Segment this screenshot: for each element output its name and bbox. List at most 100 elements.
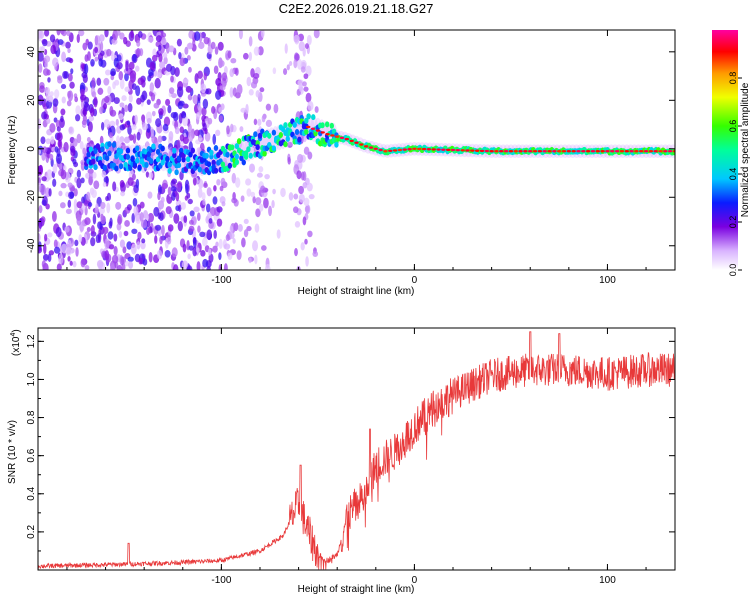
spectrogram-noise-cell (159, 235, 163, 245)
spectrogram-noise-cell (182, 243, 187, 253)
spectrogram-noise-cell (237, 224, 243, 232)
spectrogram-noise-cell (211, 106, 216, 114)
spectrogram-noise-cell (151, 110, 156, 117)
colorbar-tick-label: 0.6 (728, 120, 738, 133)
spectrogram-noise-cell (231, 172, 237, 184)
spectrogram-noise-cell (39, 46, 43, 53)
spectrogram-noise-cell (161, 135, 167, 142)
spectrogram-y-label: Frequency (Hz) (7, 116, 18, 185)
spectrogram-noise-cell (201, 107, 207, 117)
spectrogram-noise-cell (69, 260, 73, 266)
spectrogram-noise-cell (178, 52, 182, 60)
spectrogram-noise-cell (134, 114, 138, 124)
spectrogram-ridge-cell (246, 146, 251, 153)
spectrogram-noise-cell (300, 242, 305, 251)
spectrogram-noise-cell (283, 68, 288, 76)
spectrogram-noise-cell (161, 36, 167, 44)
spectrogram-noise-cell (80, 258, 86, 268)
spectrogram-noise-cell (38, 246, 43, 254)
spectrogram-noise-cell (80, 161, 86, 171)
spectrogram-noise-cell (101, 170, 107, 178)
spectrogram-noise-cell (98, 207, 105, 215)
spectrogram-noise-cell (223, 65, 228, 75)
spectrogram-peak-cell (344, 137, 350, 141)
spectrogram-ridge-cell (107, 150, 112, 157)
spectrogram-noise-cell (60, 202, 66, 209)
spectrogram-noise-cell (236, 83, 243, 95)
spectrogram-noise-cell (246, 225, 252, 232)
spectrogram-peak-cell (310, 127, 316, 130)
spectrogram-noise-cell (179, 171, 184, 181)
spectrogram-peak-cell (455, 148, 461, 152)
snr-series-line (38, 331, 675, 570)
snr-xtick-label: -100 (211, 575, 231, 586)
spectrogram-noise-cell (235, 177, 241, 188)
spectrogram-noise-cell (47, 95, 54, 103)
spectrogram-noise-cell (221, 72, 228, 81)
spectrogram-noise-cell (52, 163, 58, 174)
spectrogram-ridge-cell (334, 141, 339, 148)
spectrogram-noise-cell (131, 83, 137, 90)
spectrogram-noise-cell (198, 134, 202, 142)
spectrogram-panel: -100 0 100 -40 -20 0 20 40 Height of straight … (7, 29, 676, 297)
spectrogram-noise-cell (45, 138, 51, 145)
spectrogram-noise-cell (87, 201, 93, 208)
snr-ytick-label: 1.0 (26, 372, 37, 386)
spectrogram-peak-cell (445, 148, 451, 152)
spectrogram-noise-cell (171, 92, 177, 99)
spectrogram-noise-cell (40, 136, 46, 145)
spectrogram-ridge-cell (86, 151, 91, 158)
spectrogram-noise-cell (53, 246, 61, 254)
spectrogram-noise-cell (215, 129, 221, 137)
spectrogram-ridge-cell (190, 147, 196, 154)
spectrogram-noise-cell (229, 68, 235, 78)
spectrogram-noise-cell (112, 30, 118, 41)
spectrogram-noise-cell (75, 105, 81, 116)
spectrogram-noise-cell (151, 133, 155, 143)
spectrogram-noise-cell (204, 132, 211, 142)
spectrogram-noise-cell (163, 56, 168, 65)
spectrogram-noise-cell (147, 212, 155, 223)
spectrogram-noise-cell (119, 124, 126, 131)
spectrogram-peak-cell (547, 150, 552, 153)
spectrogram-noise-cell (67, 90, 74, 102)
snr-ytick-label: 0.6 (26, 448, 37, 462)
spectrogram-scatter (38, 30, 320, 270)
svg-text:(x104): (x104) (10, 329, 22, 356)
spectrogram-noise-cell (44, 30, 50, 37)
spectrogram-ridge-cell (257, 132, 263, 139)
spectrogram-noise-cell (55, 119, 60, 128)
spectrogram-noise-cell (303, 146, 310, 155)
spectrogram-noise-cell (65, 41, 71, 49)
spectrogram-noise-cell (234, 67, 239, 76)
spectrogram-noise-cell (84, 54, 89, 62)
spectrogram-noise-cell (64, 226, 70, 233)
spectrogram-noise-cell (220, 177, 226, 186)
spectrogram-noise-cell (67, 182, 73, 188)
spectrogram-noise-cell (304, 43, 309, 50)
spectrogram-noise-cell (39, 85, 46, 93)
spectrogram-ridge-cell (102, 164, 107, 171)
spectrogram-noise-cell (297, 79, 304, 86)
spectrogram-noise-cell (188, 225, 195, 232)
spectrogram-noise-cell (146, 117, 152, 124)
spectrogram-noise-cell (238, 30, 243, 40)
spectrogram-noise-cell (167, 186, 172, 196)
spectrogram-noise-cell (121, 263, 126, 270)
spectrogram-noise-cell (271, 200, 275, 209)
spectrogram-noise-cell (90, 224, 95, 235)
spectrogram-peak-cell (417, 147, 422, 151)
colorbar-ticks: 0.0 0.2 0.4 0.6 0.8 (728, 72, 742, 276)
spectrogram-noise-cell (223, 243, 231, 250)
spectrogram-peak-cell (426, 148, 432, 151)
spectrogram-peak-cell (315, 129, 321, 132)
spectrogram-ridge-cell (234, 153, 240, 160)
spectrogram-noise-cell (76, 34, 80, 43)
spectrogram-noise-cell (298, 185, 304, 195)
spectrogram-noise-cell (296, 170, 302, 180)
spectrogram-noise-cell (196, 261, 201, 270)
spectrogram-noise-cell (63, 141, 69, 153)
spectrogram-noise-cell (137, 30, 143, 39)
spectrogram-noise-cell (218, 238, 223, 250)
spectrogram-noise-cell (135, 65, 140, 72)
